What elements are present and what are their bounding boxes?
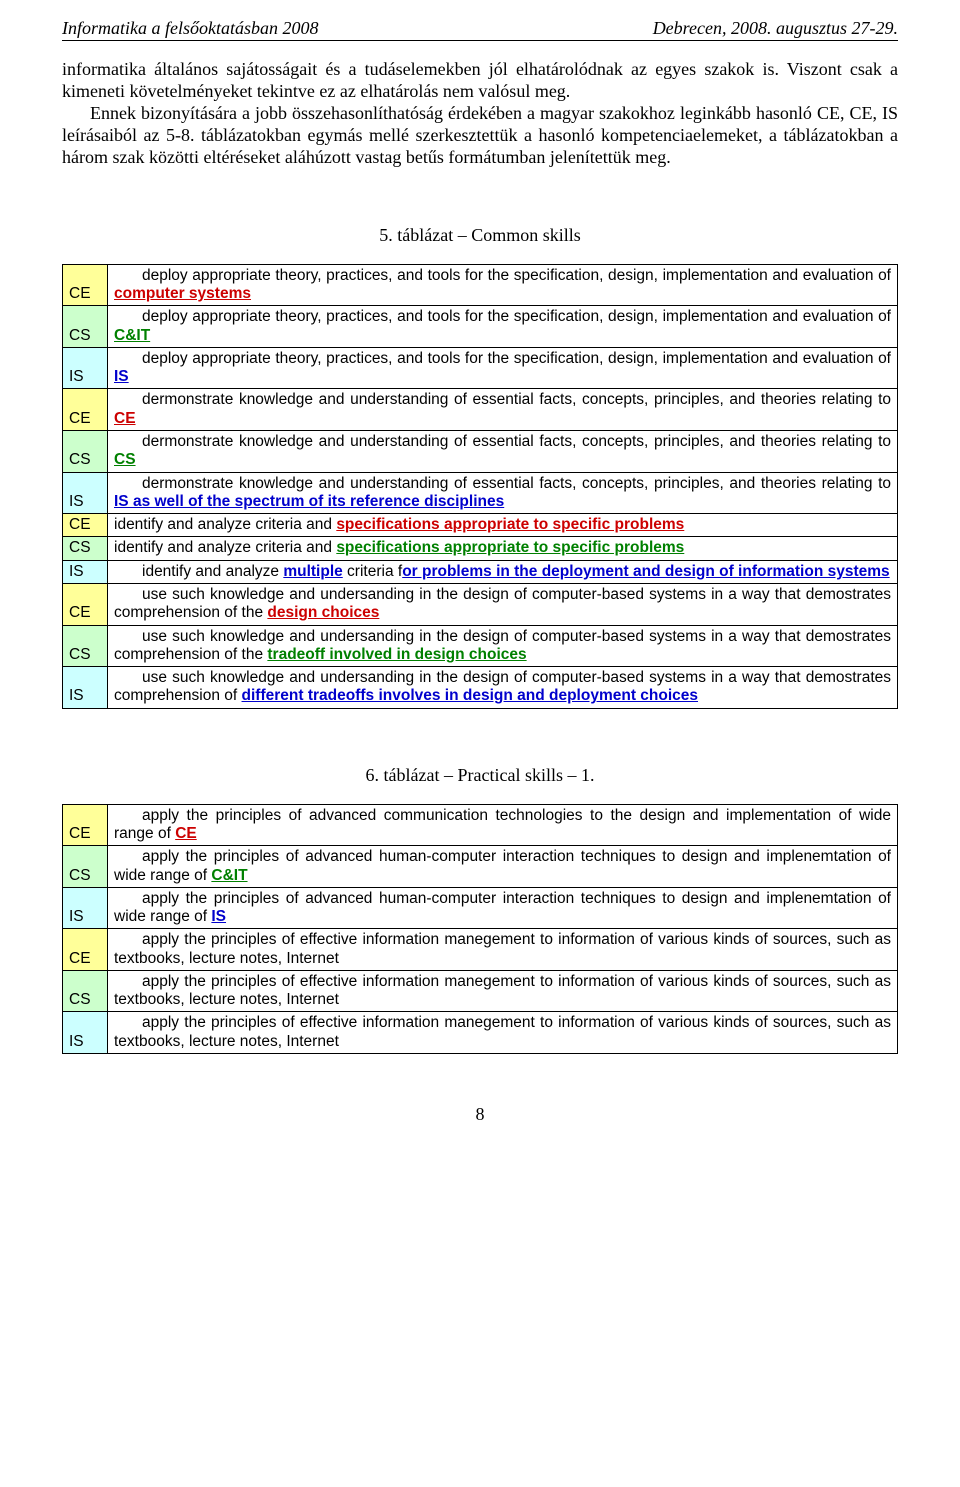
row-description: apply the principles of effective inform… [108, 929, 898, 971]
row-label: CS [63, 431, 108, 473]
row-label: IS [63, 667, 108, 709]
row-label: CE [63, 389, 108, 431]
row-label: CS [63, 537, 108, 560]
row-label: CS [63, 306, 108, 348]
row-label: IS [63, 560, 108, 583]
header-right: Debrecen, 2008. augusztus 27-29. [653, 18, 898, 39]
table-common-skills: CEdeploy appropriate theory, practices, … [62, 264, 898, 709]
row-description: apply the principles of advanced human-c… [108, 846, 898, 888]
row-description: deploy appropriate theory, practices, an… [108, 306, 898, 348]
row-label: IS [63, 472, 108, 514]
row-label: CE [63, 583, 108, 625]
table6-title: 6. táblázat – Practical skills – 1. [62, 765, 898, 786]
table-practical-skills: CEapply the principles of advanced commu… [62, 804, 898, 1054]
table5-title: 5. táblázat – Common skills [62, 225, 898, 246]
row-label: CE [63, 264, 108, 306]
row-label: CS [63, 846, 108, 888]
header-left: Informatika a felsőoktatásban 2008 [62, 18, 318, 39]
row-description: dermonstrate knowledge and understanding… [108, 472, 898, 514]
row-description: dermonstrate knowledge and understanding… [108, 389, 898, 431]
row-description: use such knowledge and undersanding in t… [108, 583, 898, 625]
row-description: identify and analyze criteria and specif… [108, 514, 898, 537]
intro-para-1: informatika általános sajátosságait és a… [62, 59, 898, 103]
row-label: CS [63, 625, 108, 667]
intro-para-2: Ennek bizonyítására a jobb összehasonlít… [62, 103, 898, 169]
row-description: identify and analyze multiple criteria f… [108, 560, 898, 583]
row-label: CS [63, 970, 108, 1012]
row-description: apply the principles of effective inform… [108, 970, 898, 1012]
row-description: deploy appropriate theory, practices, an… [108, 347, 898, 389]
row-label: IS [63, 347, 108, 389]
page-number: 8 [62, 1104, 898, 1125]
row-description: use such knowledge and undersanding in t… [108, 667, 898, 709]
row-description: identify and analyze criteria and specif… [108, 537, 898, 560]
row-description: apply the principles of advanced human-c… [108, 887, 898, 929]
row-label: CE [63, 804, 108, 846]
row-description: apply the principles of advanced communi… [108, 804, 898, 846]
row-label: CE [63, 929, 108, 971]
page-header: Informatika a felsőoktatásban 2008 Debre… [62, 18, 898, 41]
row-description: apply the principles of effective inform… [108, 1012, 898, 1054]
row-description: deploy appropriate theory, practices, an… [108, 264, 898, 306]
row-label: IS [63, 1012, 108, 1054]
row-description: use such knowledge and undersanding in t… [108, 625, 898, 667]
row-label: CE [63, 514, 108, 537]
row-description: dermonstrate knowledge and understanding… [108, 431, 898, 473]
row-label: IS [63, 887, 108, 929]
